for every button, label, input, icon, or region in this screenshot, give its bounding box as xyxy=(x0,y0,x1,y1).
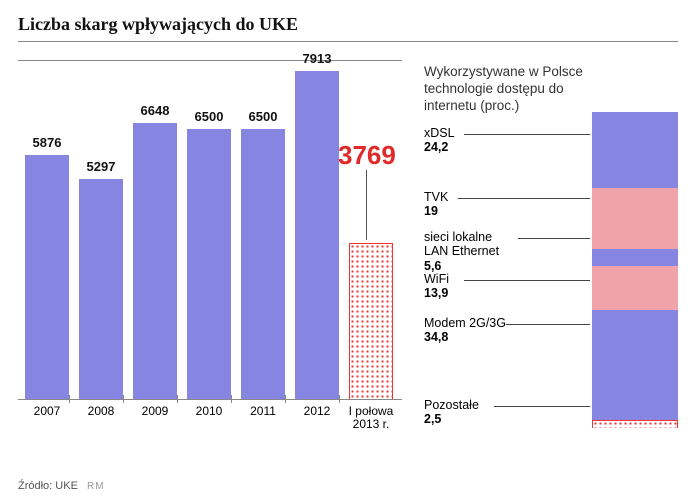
label-leader-line xyxy=(464,280,590,281)
bar-value-label: 5876 xyxy=(33,135,62,150)
source-line: Źródło: UKE RM xyxy=(18,480,105,492)
highlight-leader-line xyxy=(366,170,367,240)
bar-slot: 66482009 xyxy=(128,123,182,399)
stack-segment xyxy=(592,266,678,310)
stack-segment xyxy=(592,420,678,428)
source-text: Źródło: UKE xyxy=(18,480,78,492)
bar-category-label: 2009 xyxy=(128,399,182,418)
label-leader-line xyxy=(506,324,590,325)
content-row: 5876200752972008664820096500201065002011… xyxy=(18,60,678,440)
stack-segment xyxy=(592,249,678,267)
bar-value-label: 5297 xyxy=(87,159,116,174)
bar xyxy=(187,129,231,399)
bar-highlight xyxy=(349,243,393,399)
bar-slot: 58762007 xyxy=(20,155,74,399)
bar-category-label: 2012 xyxy=(290,399,344,418)
bar xyxy=(25,155,69,399)
highlight-value-label: 3769 xyxy=(338,140,396,171)
bar xyxy=(133,123,177,399)
bar-category-label: 2010 xyxy=(182,399,236,418)
stacked-chart: Wykorzystywane w Polsce technologie dost… xyxy=(418,60,678,440)
bar-slot: 79132012 xyxy=(290,71,344,399)
bar-slot: I połowa2013 r. xyxy=(344,243,398,399)
bar xyxy=(241,129,285,399)
bar-category-label: 2011 xyxy=(236,399,290,418)
bar-slot: 52972008 xyxy=(74,179,128,399)
bar-category-label: 2007 xyxy=(20,399,74,418)
stack-segment-label: WiFi13,9 xyxy=(424,272,449,301)
stacked-bar xyxy=(592,112,678,428)
label-leader-line xyxy=(494,406,590,407)
stack-segment xyxy=(592,112,678,188)
bar-slot: 65002010 xyxy=(182,129,236,399)
stacked-title: Wykorzystywane w Polsce technologie dost… xyxy=(424,64,584,115)
bar-value-label: 6500 xyxy=(249,109,278,124)
bar-value-label: 6648 xyxy=(141,103,170,118)
bar-category-label: I połowa2013 r. xyxy=(344,399,398,431)
label-leader-line xyxy=(464,134,590,135)
bar-slot: 65002011 xyxy=(236,129,290,399)
bar xyxy=(79,179,123,399)
stack-segment-label: Modem 2G/3G34,8 xyxy=(424,316,506,345)
bar-category-label: 2008 xyxy=(74,399,128,418)
chart-title: Liczba skarg wpływających do UKE xyxy=(18,14,678,35)
stack-segment-label: xDSL24,2 xyxy=(424,126,455,155)
bar-chart: 5876200752972008664820096500201065002011… xyxy=(18,60,402,440)
label-leader-line xyxy=(458,198,590,199)
bar xyxy=(295,71,339,399)
source-author: RM xyxy=(87,481,105,492)
stack-segment-label: sieci lokalneLAN Ethernet5,6 xyxy=(424,230,499,273)
stack-segment xyxy=(592,310,678,420)
bar-chart-plot: 5876200752972008664820096500201065002011… xyxy=(18,60,402,400)
stack-segment-label: Pozostałe2,5 xyxy=(424,398,479,427)
stacked-labels-col: Wykorzystywane w Polsce technologie dost… xyxy=(418,64,584,440)
bar-value-label: 6500 xyxy=(195,109,224,124)
divider xyxy=(18,41,678,42)
stack-segment xyxy=(592,188,678,248)
stacked-bar-col xyxy=(592,64,678,428)
stack-segment-label: TVK19 xyxy=(424,190,448,219)
label-leader-line xyxy=(518,238,590,239)
bar-value-label: 7913 xyxy=(303,51,332,66)
